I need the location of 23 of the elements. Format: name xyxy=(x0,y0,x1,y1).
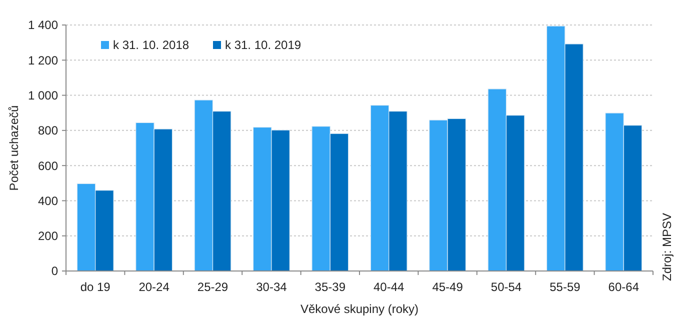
y-tick-label: 600 xyxy=(38,158,58,173)
y-tick-label: 0 xyxy=(51,264,58,278)
text: Zdroj: MPSV xyxy=(660,212,674,281)
x-tick-label: 55-59 xyxy=(550,280,581,294)
x-tick-label: 25-29 xyxy=(197,280,228,294)
x-tick-label: 60-64 xyxy=(608,280,640,294)
x-tick-label: 30-34 xyxy=(256,280,288,294)
legend-label: k 31. 10. 2018 xyxy=(113,38,190,52)
y-tick-label: 1 200 xyxy=(28,53,58,68)
y-tick-label: 200 xyxy=(38,229,58,244)
y-tick-label: 800 xyxy=(38,124,58,138)
y-tick-label: 1 000 xyxy=(28,88,58,102)
x-tick-label: 35-39 xyxy=(314,280,346,294)
y-tick-label: 1 400 xyxy=(28,18,58,32)
x-tick-label: 45-49 xyxy=(432,280,464,294)
y-axis-title: Počet uchazečů xyxy=(7,105,21,191)
y-tick-label: 400 xyxy=(38,194,58,208)
x-tick-label: 50-54 xyxy=(490,280,522,294)
x-tick-label: 20-24 xyxy=(138,280,170,294)
legend-label: k 31. 10. 2019 xyxy=(225,38,302,52)
x-tick-label: 40-44 xyxy=(374,280,405,294)
x-axis-title: Věkové skupiny (roky) xyxy=(300,302,419,316)
x-tick-label: do 19 xyxy=(80,280,111,294)
